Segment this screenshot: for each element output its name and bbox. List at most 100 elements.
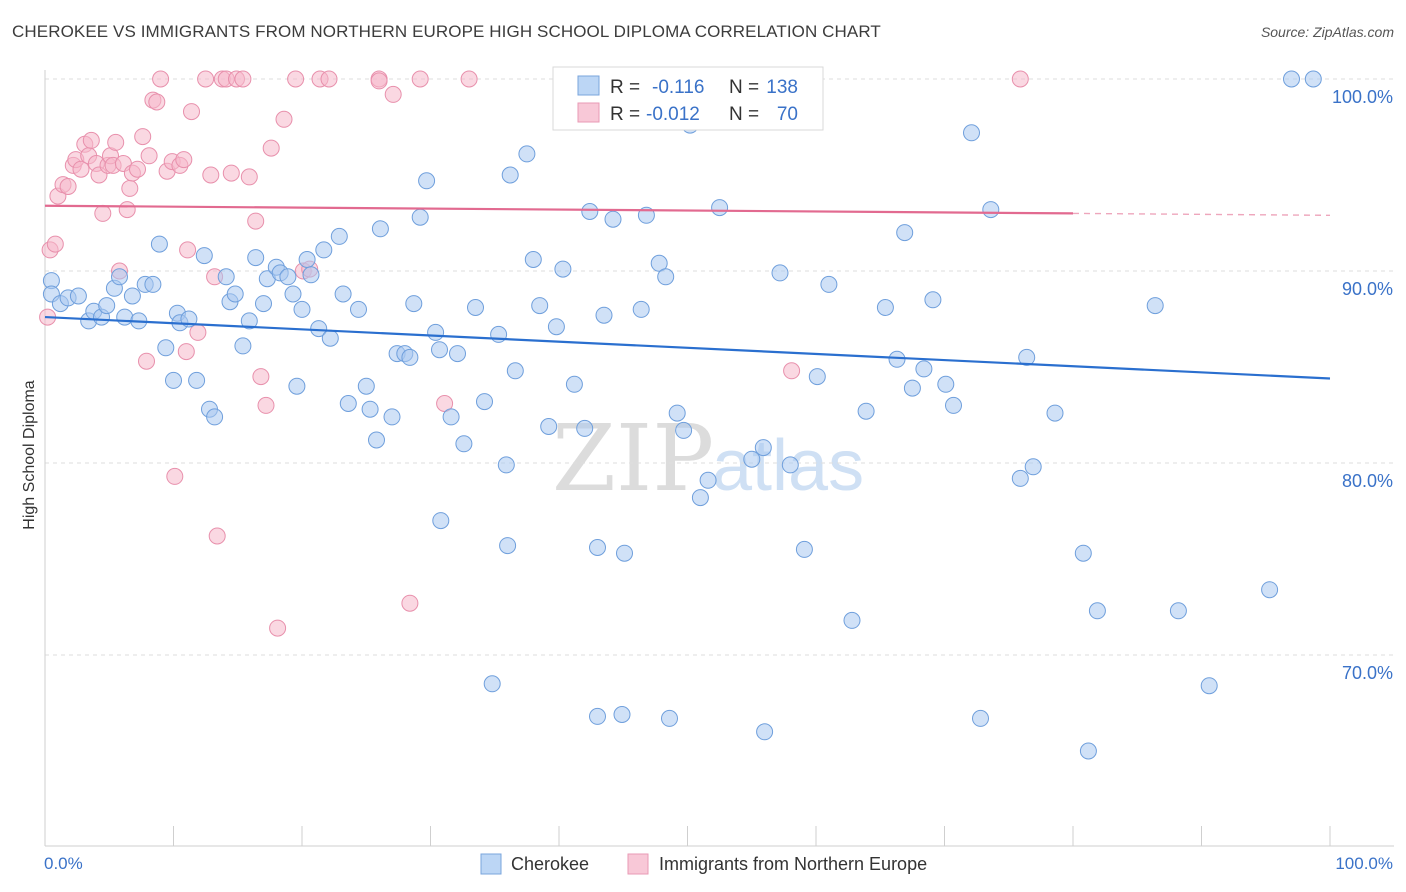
chart-title: CHEROKEE VS IMMIGRANTS FROM NORTHERN EUR… — [12, 22, 881, 41]
gridlines — [45, 78, 1394, 656]
cherokee-point-57 — [405, 295, 423, 313]
cherokee-point-119 — [1079, 742, 1097, 760]
immigrants-point-33 — [166, 467, 184, 485]
cherokee-point-78 — [576, 419, 594, 437]
cherokee-point-104 — [888, 350, 906, 368]
immigrants-point-50 — [252, 368, 270, 386]
cherokee-point-45 — [330, 227, 348, 245]
immigrants-point-35 — [175, 151, 193, 169]
cherokee-point-11 — [116, 308, 134, 326]
cherokee-point-61 — [431, 341, 448, 359]
legend-n-value-2: 70 — [777, 104, 798, 125]
cherokee-point-92 — [699, 471, 717, 489]
legend-n-label-1: N = — [729, 77, 759, 98]
cherokee-point-60 — [427, 323, 445, 341]
cherokee-point-118 — [1074, 544, 1092, 562]
cherokee-point-65 — [467, 299, 484, 316]
cherokee-point-51 — [368, 431, 385, 449]
cherokee-point-22 — [188, 371, 206, 389]
series-legend-label-cherokee: Cherokee — [511, 854, 589, 874]
cherokee-point-84 — [632, 300, 650, 318]
immigrants-point-29 — [148, 93, 166, 111]
cherokee-point-79 — [581, 203, 599, 220]
cherokee-point-82 — [604, 210, 622, 228]
immigrants-point-27 — [140, 147, 158, 165]
immigrants-point-40 — [202, 166, 220, 184]
cherokee-point-70 — [506, 362, 524, 380]
immigrants-point-45 — [222, 164, 240, 182]
cherokee-point-132 — [499, 537, 517, 555]
immigrants-point-52 — [262, 139, 280, 157]
immigrants-point-2 — [46, 235, 64, 253]
watermark-zip: ZIP — [552, 405, 714, 512]
series-legend-swatch-cherokee — [480, 853, 502, 875]
cherokee-point-12 — [123, 287, 141, 305]
cherokee-point-88 — [668, 404, 686, 422]
cherokee-point-74 — [540, 418, 558, 435]
cherokee-point-32 — [255, 295, 272, 313]
immigrants-point-5 — [59, 178, 77, 195]
cherokee-point-126 — [1304, 70, 1322, 88]
immigrants-point-55 — [287, 70, 305, 88]
cherokee-point-96 — [771, 264, 789, 282]
immigrants-point-36 — [179, 241, 197, 259]
legend-swatch-immigrants — [577, 102, 600, 123]
immigrants-point-68 — [370, 72, 388, 90]
immigrants-point-66 — [783, 362, 801, 380]
immigrants-point-25 — [134, 128, 152, 146]
immigrants-point-65 — [460, 70, 478, 88]
immigrants-point-26 — [138, 352, 155, 370]
cherokee-point-28 — [226, 285, 244, 303]
immigrants-point-51 — [257, 396, 275, 414]
cherokee-point-15 — [144, 275, 162, 293]
immigrants-point-30 — [152, 70, 170, 88]
cherokee-point-94 — [743, 450, 761, 468]
cherokee-point-73 — [531, 297, 549, 315]
legend-r-value-1: -0.116 — [652, 77, 704, 98]
cherokee-point-26 — [217, 268, 235, 286]
legend-n-value-1: 138 — [766, 77, 798, 98]
cherokee-point-116 — [1024, 458, 1042, 476]
cherokee-point-68 — [497, 456, 515, 474]
immigrants-point-62 — [401, 594, 419, 612]
y-axis-label: High School Diploma — [21, 380, 38, 530]
y-tick-label-80: 80.0% — [1342, 471, 1393, 491]
cherokee-point-108 — [924, 291, 942, 309]
cherokee-point-43 — [315, 241, 333, 259]
immigrants-point-8 — [72, 160, 90, 178]
cherokee-point-4 — [69, 287, 87, 305]
cherokee-point-63 — [449, 345, 466, 363]
immigrants-point-47 — [234, 70, 252, 88]
immigrants-point-22 — [121, 179, 139, 197]
cherokee-point-91 — [691, 489, 709, 507]
immigrants-point-11 — [82, 131, 100, 149]
immigrants-point-48 — [240, 168, 258, 186]
cherokee-point-114 — [1011, 469, 1029, 487]
cherokee-point-48 — [350, 300, 367, 318]
cherokee-point-101 — [843, 611, 861, 629]
cherokee-point-105 — [896, 224, 914, 242]
cherokee-point-98 — [795, 540, 813, 558]
immigrants-trend-extension — [1072, 212, 1331, 217]
cherokee-point-69 — [501, 166, 519, 184]
immigrants-point-39 — [197, 70, 215, 88]
cherokee-point-41 — [302, 266, 320, 284]
cherokee-point-77 — [565, 375, 583, 393]
stats-legend: R = -0.116 N = 138 R = -0.012 N = 70 — [552, 66, 824, 131]
x-axis-ticks — [44, 826, 1331, 846]
immigrants-point-42 — [208, 527, 226, 545]
cherokee-point-10 — [111, 268, 128, 286]
immigrants-point-14 — [94, 204, 112, 222]
immigrants-point-63 — [411, 70, 429, 88]
cherokee-point-130 — [483, 675, 501, 693]
cherokee-point-37 — [284, 285, 302, 303]
immigrants-point-21 — [118, 201, 136, 219]
immigrants-point-18 — [107, 133, 125, 151]
cherokee-point-93 — [711, 199, 729, 217]
cherokee-point-107 — [915, 360, 933, 378]
cherokee-point-39 — [293, 300, 311, 318]
x-tick-label-max: 100.0% — [1335, 854, 1393, 873]
cherokee-point-111 — [963, 124, 980, 142]
cherokee-point-102 — [857, 402, 875, 420]
